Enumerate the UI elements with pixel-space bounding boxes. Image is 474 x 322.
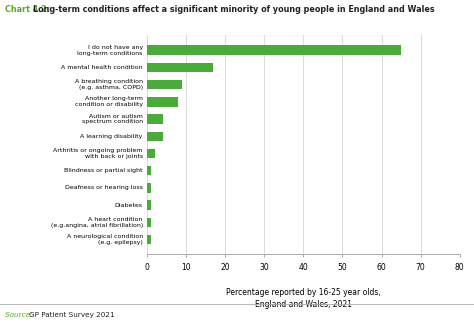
Bar: [147, 235, 151, 244]
Text: Long-term conditions affect a significant minority of young people in England an: Long-term conditions affect a significan…: [33, 5, 434, 14]
Bar: [147, 166, 151, 175]
Text: Source:: Source:: [5, 312, 35, 318]
Bar: [147, 80, 182, 89]
Bar: [147, 62, 213, 72]
Text: Percentage reported by 16-25 year olds,: Percentage reported by 16-25 year olds,: [226, 288, 381, 297]
Text: England and Wales, 2021: England and Wales, 2021: [255, 300, 352, 309]
Bar: [147, 201, 151, 210]
Bar: [147, 97, 178, 107]
Bar: [147, 132, 163, 141]
Bar: [147, 149, 155, 158]
Bar: [147, 218, 151, 227]
Text: GP Patient Survey 2021: GP Patient Survey 2021: [29, 312, 115, 318]
Bar: [147, 183, 151, 193]
Text: Chart 4.2:: Chart 4.2:: [5, 5, 53, 14]
Bar: [147, 45, 401, 55]
Bar: [147, 114, 163, 124]
